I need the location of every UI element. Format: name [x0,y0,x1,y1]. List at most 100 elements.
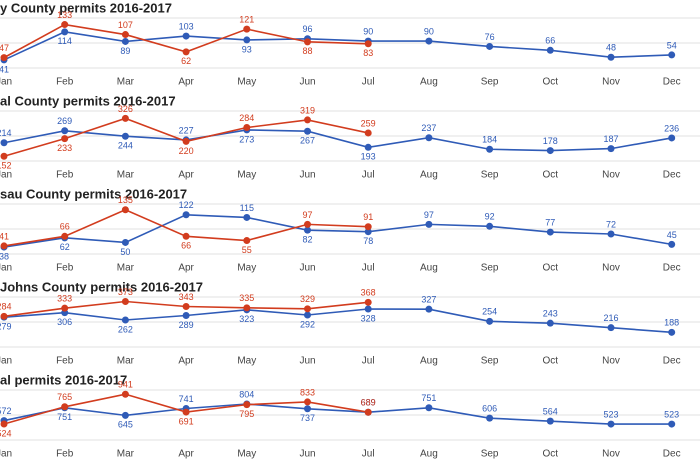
point [182,303,190,310]
point [486,317,494,325]
x-tick-label: Apr [178,170,194,181]
x-tick-label: Sep [481,263,499,274]
value-label: 96 [302,24,312,34]
x-tick-label: May [237,77,256,88]
value-label: 343 [179,292,194,302]
value-label: 45 [667,230,677,240]
value-label: 62 [181,56,191,66]
value-label: 284 [0,302,12,312]
point [61,304,69,312]
point [486,414,494,422]
x-tick-label: Jun [299,356,315,367]
x-tick-label: Jul [362,77,375,88]
point [0,420,8,428]
point [304,405,311,413]
point [0,139,8,147]
value-label: 833 [300,387,315,397]
x-tick-label: Jan [0,170,12,181]
x-tick-label: Oct [543,263,559,274]
value-label: 66 [60,222,70,232]
point [121,132,129,140]
value-label: 76 [485,32,495,42]
x-tick-label: Aug [420,263,438,274]
value-label: 329 [300,294,315,304]
value-label: 645 [118,420,133,430]
value-label: 262 [118,324,133,334]
value-label: 306 [57,317,72,327]
point [668,51,676,59]
value-label: 48 [606,43,616,53]
x-tick-label: Feb [56,77,74,88]
chart-title: y County permits 2016-2017 [0,0,172,15]
series-line [3,31,672,61]
value-label: 333 [57,294,72,304]
value-label: 244 [118,141,133,151]
value-label: 259 [361,118,376,128]
x-tick-label: Jul [362,263,375,274]
point [304,127,311,135]
value-label: 804 [239,389,254,399]
value-label: 62 [60,242,70,252]
value-label: 335 [239,293,254,303]
x-tick-label: Dec [663,170,681,181]
value-label: 523 [603,409,618,419]
point [243,401,251,409]
value-label: 133 [57,10,72,20]
x-tick-label: Mar [117,170,135,181]
value-label: 78 [363,236,373,246]
value-label: 103 [179,21,194,31]
point [121,114,129,122]
point [0,54,8,62]
point [182,408,190,416]
point [364,143,372,151]
point [0,312,8,320]
point [364,223,372,231]
x-tick-label: Dec [663,263,681,274]
point [121,37,129,45]
x-tick-label: Jan [0,77,12,88]
value-label: 47 [0,43,9,53]
value-label: 66 [181,241,191,251]
value-label: 122 [179,200,194,210]
point [546,319,554,327]
x-tick-label: Oct [543,77,559,88]
point [121,298,129,305]
value-label: 292 [300,319,315,329]
point [425,404,433,412]
x-tick-label: Jan [0,356,12,367]
value-label: 564 [543,407,558,417]
point [243,213,251,221]
x-tick-label: Nov [602,449,620,460]
value-label: 243 [543,309,558,319]
x-tick-label: Jun [299,449,315,460]
value-label: 90 [363,26,373,36]
value-label: 279 [0,322,12,332]
value-label: 107 [118,20,133,30]
value-label: 41 [0,231,9,241]
x-tick-label: Nov [602,77,620,88]
value-label: 236 [664,123,679,133]
x-tick-label: Aug [420,356,438,367]
x-tick-label: Dec [663,356,681,367]
value-label: 741 [179,394,194,404]
value-label: 89 [120,46,130,56]
point [607,145,615,153]
x-tick-label: Apr [178,449,194,460]
x-tick-label: Mar [117,263,135,274]
value-label: 72 [606,219,616,229]
point [243,25,251,33]
point [364,298,372,306]
point [304,116,311,124]
value-label: 523 [664,409,679,419]
value-label: 90 [424,26,434,36]
value-label: 524 [0,428,12,438]
value-label: 91 [363,212,373,222]
x-tick-label: Nov [602,263,620,274]
point [607,324,615,332]
point [364,40,372,48]
value-label: 220 [179,146,194,156]
point [121,316,129,324]
value-label: 187 [603,134,618,144]
value-label: 214 [0,128,12,138]
